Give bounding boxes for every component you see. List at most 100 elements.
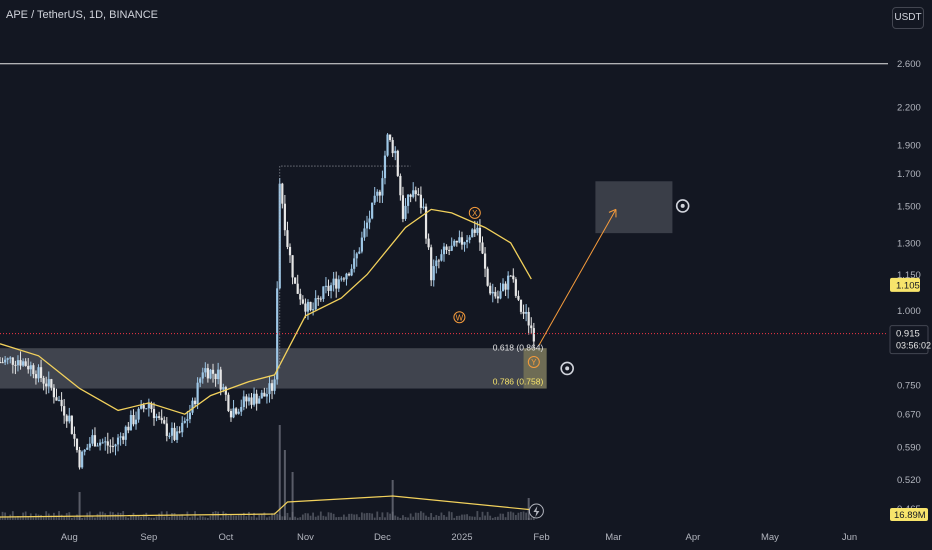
volume-bar xyxy=(427,516,430,520)
projection-arrowhead xyxy=(608,208,617,218)
wave-label-circle xyxy=(527,356,540,369)
volume-bar xyxy=(327,512,330,520)
candle-body xyxy=(129,415,132,431)
candle-body xyxy=(168,435,171,437)
volume-bar xyxy=(260,514,263,520)
candle-body xyxy=(424,206,428,239)
candle-body xyxy=(514,279,517,296)
candle-body xyxy=(299,293,302,300)
volume-bar xyxy=(450,512,453,520)
candle-body xyxy=(109,445,112,447)
candle-body xyxy=(104,441,107,443)
candle-body xyxy=(389,134,392,141)
volume-bar xyxy=(435,515,438,520)
volume-bar xyxy=(371,513,374,520)
volume-bar xyxy=(17,516,19,520)
currency-unit-button[interactable]: USDT xyxy=(892,7,924,29)
volume-bar xyxy=(214,511,217,520)
candle-body xyxy=(358,251,361,254)
volume-bar xyxy=(19,516,22,520)
candle-body xyxy=(86,447,89,450)
candle-body xyxy=(21,361,25,366)
target-zone xyxy=(595,181,673,234)
candle-body xyxy=(368,218,371,223)
candle-body xyxy=(70,415,73,434)
volume-bar xyxy=(60,514,63,520)
volume-bar xyxy=(389,513,392,520)
candle-body xyxy=(342,278,346,280)
candle-body xyxy=(317,298,320,300)
fib-label-618: 0.618 (0.864) xyxy=(493,342,544,352)
volume-bar xyxy=(299,517,302,520)
volume-bar xyxy=(91,515,94,520)
candle-body xyxy=(319,298,322,300)
y-tick-label: 1.300 xyxy=(897,238,921,249)
candle-body xyxy=(63,406,66,416)
volume-bar xyxy=(496,516,499,520)
candle-body xyxy=(329,285,333,291)
candle-body xyxy=(304,303,307,312)
candle-body xyxy=(360,237,363,252)
wave-label-circle xyxy=(453,311,466,324)
volume-bar xyxy=(404,516,407,520)
candle-body xyxy=(448,249,451,251)
candle-body xyxy=(160,417,163,421)
candle-body xyxy=(376,191,379,196)
candle-body xyxy=(111,446,115,448)
candle-body xyxy=(499,291,502,299)
volume-bar xyxy=(42,517,45,520)
candle-body xyxy=(465,239,469,243)
volume-bar xyxy=(212,511,214,520)
volume-bar xyxy=(312,512,315,520)
volume-bar xyxy=(319,511,322,520)
candle-body xyxy=(1,362,4,364)
x-tick-label: Mar xyxy=(605,532,621,543)
candle-body xyxy=(181,422,184,433)
volume-bar xyxy=(296,517,299,520)
candle-body xyxy=(401,195,405,219)
candle-body xyxy=(386,134,389,156)
candle-body xyxy=(78,450,81,468)
volume-bar xyxy=(414,512,417,520)
volume-bar xyxy=(509,511,512,520)
volume-bar xyxy=(6,516,9,520)
volume-bar xyxy=(494,516,497,520)
candle-body xyxy=(37,367,40,379)
volume-bar xyxy=(219,517,222,520)
candle-body xyxy=(106,441,109,446)
candle-body xyxy=(265,394,269,397)
volume-bar xyxy=(507,511,510,520)
volume-bar xyxy=(476,511,479,520)
volume-bar xyxy=(368,513,371,520)
volume-bar xyxy=(73,516,76,520)
candle-body xyxy=(114,444,117,447)
candle-body xyxy=(258,398,261,404)
volume-bar xyxy=(58,511,60,520)
candle-body xyxy=(75,438,79,451)
candle-body xyxy=(24,361,27,366)
candle-body xyxy=(42,377,45,384)
volume-bar xyxy=(489,515,492,520)
candle-body xyxy=(314,298,317,310)
y-tick-label: 1.500 xyxy=(897,201,921,212)
volume-bar xyxy=(386,512,389,520)
volume-bar xyxy=(124,516,127,520)
candle-body xyxy=(98,442,102,446)
volume-bar xyxy=(445,516,448,520)
candle-body xyxy=(173,427,176,440)
candle-body xyxy=(435,260,438,267)
candle-body xyxy=(245,396,248,402)
candle-body xyxy=(430,247,433,281)
candle-body xyxy=(116,437,120,445)
moving-average-line xyxy=(0,208,532,415)
candle-body xyxy=(309,301,312,311)
candle-body xyxy=(45,383,48,387)
candle-body xyxy=(332,278,335,286)
volume-bar xyxy=(24,511,27,520)
candle-body xyxy=(6,358,9,360)
candle-body xyxy=(504,283,507,290)
volume-bar xyxy=(455,515,458,520)
volume-bar xyxy=(114,514,117,520)
volume-ma-line xyxy=(0,495,534,518)
